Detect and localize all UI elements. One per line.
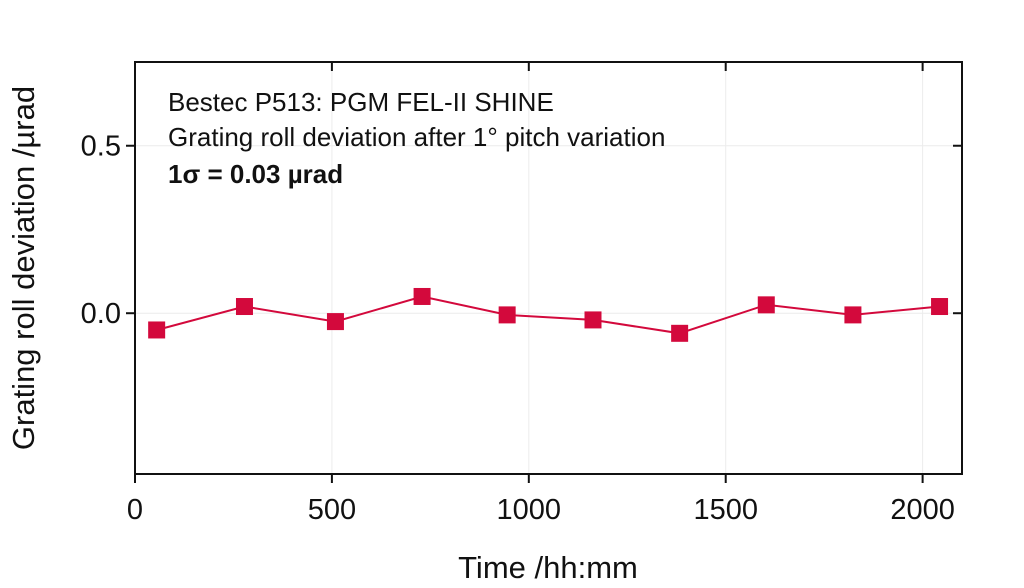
- annotation-title: Bestec P513: PGM FEL-II SHINE: [168, 87, 554, 117]
- axis-ticks: 0 500 1000 1500 2000 0.0 0.5: [81, 62, 962, 526]
- x-tick-label: 1500: [693, 494, 758, 526]
- x-axis-label: Time /hh:mm: [458, 550, 638, 585]
- series: [148, 287, 949, 342]
- y-tick-label: 0.0: [81, 298, 121, 330]
- series-line: [156, 295, 940, 335]
- data-point: [498, 306, 516, 324]
- data-point: [671, 324, 689, 342]
- data-point: [326, 313, 344, 331]
- data-point: [235, 298, 253, 316]
- data-point: [148, 321, 166, 339]
- x-tick-label: 2000: [890, 494, 955, 526]
- annotation-subtitle: Grating roll deviation after 1° pitch va…: [168, 122, 665, 152]
- y-axis-label: Grating roll deviation /µrad: [6, 86, 41, 450]
- plot-frame: [134, 61, 963, 475]
- data-point: [931, 298, 949, 316]
- data-point: [757, 296, 775, 314]
- annotation-sigma: 1σ = 0.03 µrad: [168, 159, 343, 189]
- grid: [135, 62, 962, 474]
- data-point: [413, 287, 431, 305]
- data-point: [584, 311, 602, 329]
- annotations: Bestec P513: PGM FEL-II SHINE Grating ro…: [168, 87, 665, 189]
- x-tick-label: 0: [127, 494, 143, 526]
- x-tick-label: 500: [308, 494, 356, 526]
- x-tick-label: 1000: [497, 494, 562, 526]
- data-point: [844, 306, 862, 324]
- y-tick-label: 0.5: [81, 131, 121, 163]
